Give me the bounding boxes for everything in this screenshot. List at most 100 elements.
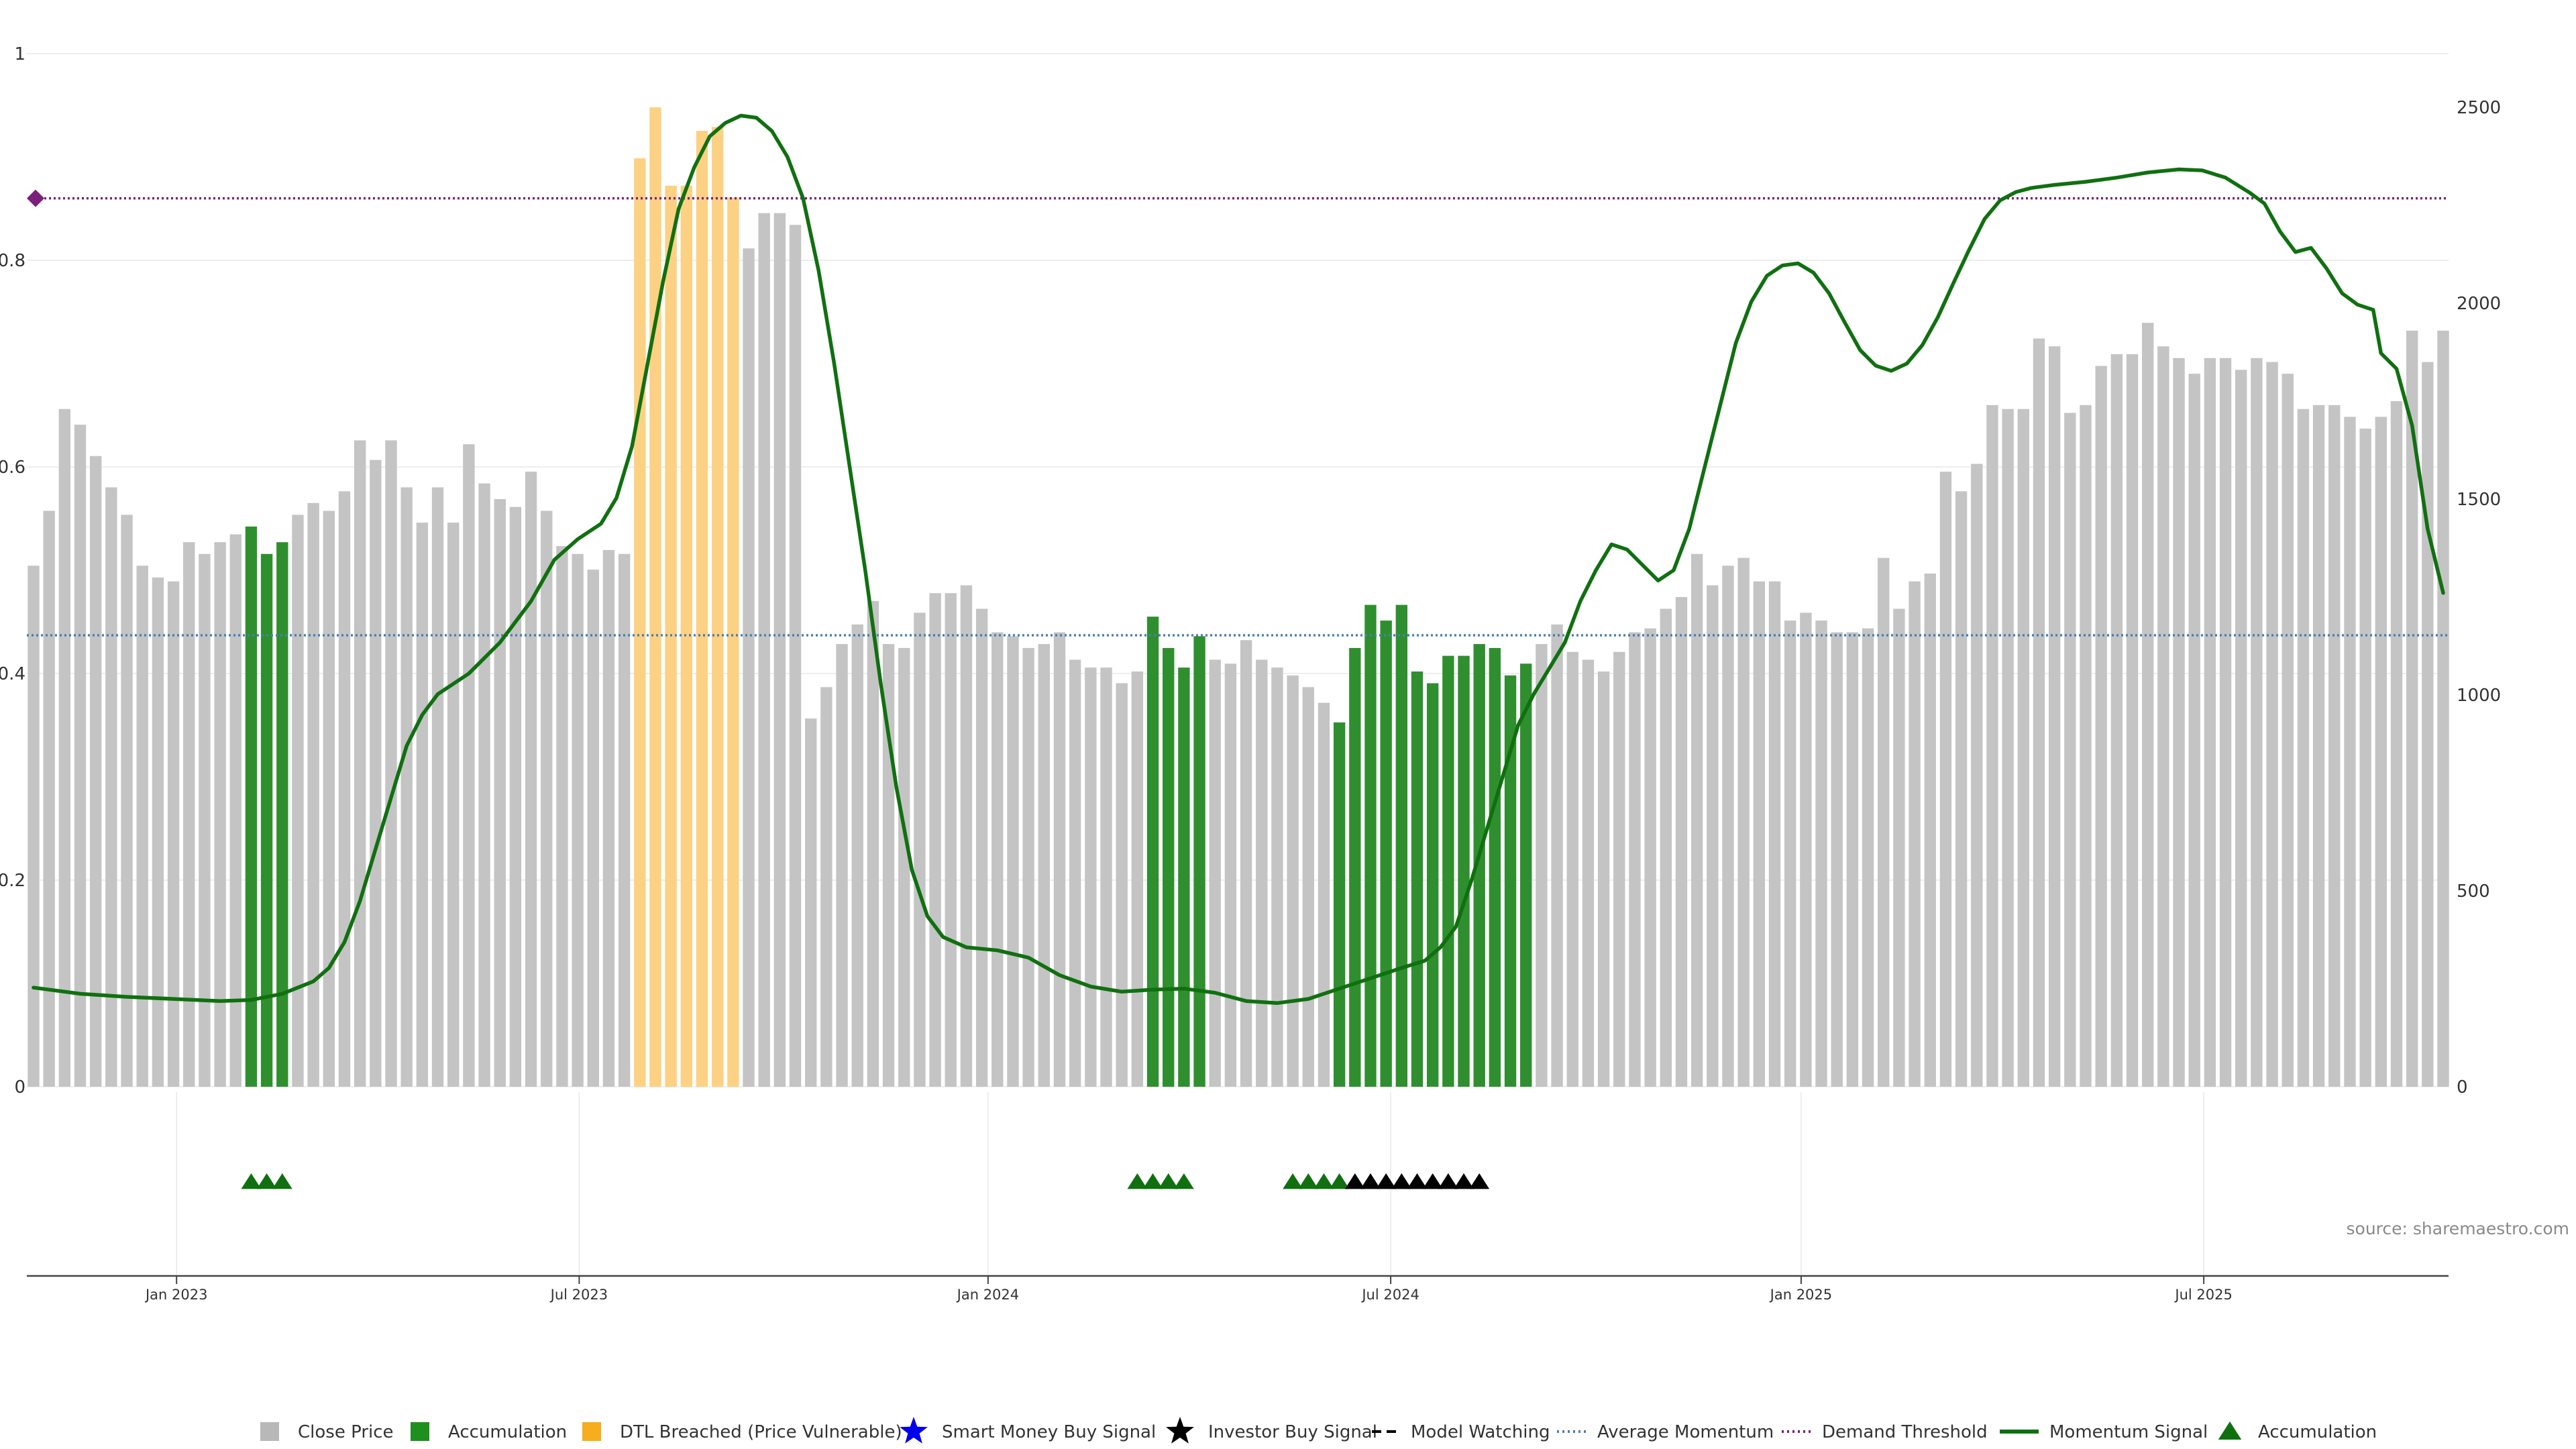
price-bar	[1426, 683, 1439, 1087]
price-bar	[105, 487, 117, 1087]
legend-star-icon	[900, 1417, 928, 1444]
price-bar	[307, 502, 319, 1087]
price-bar	[2142, 323, 2154, 1087]
price-bar	[199, 553, 211, 1087]
price-bar	[1178, 667, 1190, 1087]
legend-layer: Close Price Accumulation DTL Breached (Pri…	[260, 1417, 2377, 1444]
legend-item-smart-money-buy-signal: Smart Money Buy Signal	[900, 1417, 1156, 1444]
price-bar	[1846, 632, 1859, 1087]
price-bar	[1675, 597, 1688, 1087]
price-bar	[1395, 604, 1408, 1087]
price-bar	[1566, 651, 1578, 1087]
price-bar	[541, 511, 553, 1087]
price-bar	[805, 718, 817, 1087]
price-bar	[758, 213, 770, 1087]
price-bar	[1800, 612, 1812, 1087]
investor-buy-marker	[1376, 1173, 1397, 1189]
x-axis-tick-label: Jul 2023	[549, 1287, 608, 1303]
price-bar	[1193, 636, 1205, 1087]
legend-label: Close Price	[298, 1422, 394, 1442]
price-bar	[292, 515, 304, 1087]
price-bar	[975, 608, 988, 1087]
legend-item-accumulation: Accumulation	[411, 1422, 567, 1442]
legend-swatch	[260, 1422, 279, 1441]
price-bar	[323, 511, 335, 1087]
accumulation-marker	[272, 1173, 292, 1189]
price-bar	[338, 491, 351, 1087]
price-bar	[1333, 722, 1346, 1087]
price-bar	[743, 248, 755, 1087]
accumulation-marker	[1173, 1173, 1194, 1189]
price-bar	[929, 593, 941, 1087]
price-bar	[152, 577, 164, 1087]
legend-item-dtl-breached-price-vulnerable: DTL Breached (Price Vulnerable)	[582, 1422, 902, 1442]
investor-buy-marker	[1422, 1173, 1443, 1189]
price-bar	[1815, 621, 1827, 1087]
lines-layer	[27, 113, 2449, 1006]
legend-item-investor-buy-signal: Investor Buy Signal	[1166, 1417, 1377, 1444]
right-axis-tick-label: 1000	[2457, 686, 2501, 706]
right-axis-tick-label: 500	[2457, 881, 2490, 902]
x-axis-tick-label: Jan 2025	[1769, 1287, 1833, 1303]
price-bar	[2110, 354, 2123, 1087]
price-bar	[1660, 608, 1672, 1087]
price-bar	[136, 566, 148, 1087]
price-bar	[945, 593, 957, 1087]
right-axis-tick-label: 0	[2457, 1077, 2468, 1097]
price-bar	[1069, 659, 1081, 1087]
price-bar	[991, 632, 1004, 1087]
price-bar	[1831, 632, 1843, 1087]
price-bar	[1753, 581, 1766, 1087]
price-bar	[1722, 566, 1734, 1087]
price-bar	[370, 460, 382, 1087]
price-bar	[1582, 659, 1595, 1087]
legend-item-close-price: Close Price	[260, 1422, 394, 1442]
price-bar	[1085, 667, 1097, 1087]
price-bar	[2002, 409, 2014, 1087]
investor-buy-marker	[1344, 1173, 1365, 1189]
price-bar	[494, 499, 506, 1087]
price-bar	[509, 506, 522, 1087]
price-bar	[727, 197, 739, 1087]
price-bar	[1364, 604, 1377, 1087]
grid-layer	[27, 53, 2449, 1276]
legend-label: Momentum Signal	[2049, 1422, 2208, 1442]
price-bar	[1100, 667, 1112, 1087]
price-bar	[2173, 358, 2185, 1087]
investor-buy-marker	[1407, 1173, 1428, 1189]
accumulation-marker	[256, 1173, 277, 1189]
price-bar	[618, 553, 631, 1087]
legend-swatch	[411, 1422, 429, 1441]
price-bar	[1939, 472, 1952, 1087]
price-bar	[2204, 358, 2216, 1087]
price-bar	[276, 542, 288, 1087]
price-bar	[1768, 581, 1781, 1087]
legend-item-demand-threshold: Demand Threshold	[1782, 1422, 1988, 1442]
price-bar	[1411, 671, 1424, 1087]
accumulation-marker	[241, 1173, 262, 1189]
marker-layer	[241, 1173, 1490, 1189]
x-axis-tick-label: Jan 2023	[144, 1287, 208, 1303]
investor-buy-marker	[1360, 1173, 1381, 1189]
price-bar	[1442, 655, 1454, 1087]
price-bar	[789, 225, 802, 1087]
price-bar	[1878, 557, 1890, 1087]
legend-swatch	[582, 1422, 601, 1441]
accumulation-marker	[1313, 1173, 1334, 1189]
price-bar	[1458, 655, 1470, 1087]
legend-label: Model Watching	[1411, 1422, 1550, 1442]
price-bar	[898, 647, 910, 1087]
price-bar	[245, 526, 258, 1087]
price-bar	[2282, 374, 2294, 1087]
price-bar	[2048, 346, 2061, 1087]
price-bar	[556, 546, 568, 1087]
price-bar	[1302, 687, 1314, 1087]
accumulation-marker	[1283, 1173, 1303, 1189]
price-bar	[1053, 632, 1066, 1087]
investor-buy-marker	[1438, 1173, 1458, 1189]
price-bar	[1380, 621, 1392, 1087]
price-bar	[2266, 362, 2278, 1087]
price-bar	[416, 523, 429, 1087]
price-bar	[1909, 581, 1921, 1087]
legend-label: Demand Threshold	[1822, 1422, 1988, 1442]
